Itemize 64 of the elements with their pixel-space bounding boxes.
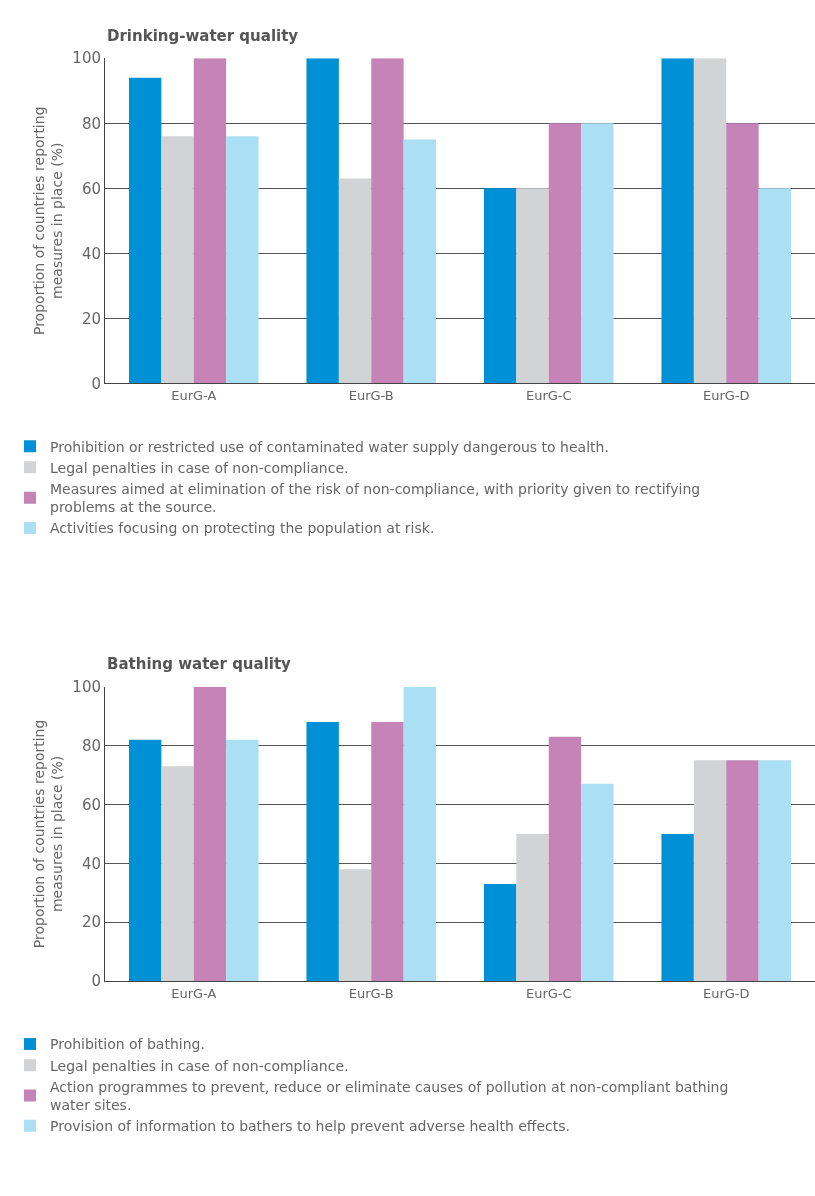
y-tick-label: 80 bbox=[81, 114, 101, 133]
bar bbox=[726, 123, 759, 384]
x-tick-label: EurG-B bbox=[348, 387, 394, 403]
bar bbox=[403, 686, 437, 982]
y-tick-label: 20 bbox=[81, 309, 101, 328]
y-tick-label: 20 bbox=[81, 913, 101, 932]
bar bbox=[226, 136, 259, 384]
x-tick-label: EurG-D bbox=[702, 985, 750, 1001]
x-tick-label: EurG-B bbox=[348, 985, 394, 1001]
bar bbox=[661, 833, 694, 982]
bar bbox=[193, 58, 227, 384]
bar bbox=[338, 178, 372, 384]
bar bbox=[193, 686, 227, 982]
x-tick-label: EurG-C bbox=[525, 387, 572, 403]
x-tick-label: EurG-A bbox=[171, 985, 217, 1001]
bar bbox=[128, 739, 162, 982]
bar bbox=[516, 188, 549, 384]
y-axis-title: Proportion of countries reporting measures in place (%) bbox=[30, 106, 65, 336]
legend-label: Measures aimed at elimination of the risk of non-compliance, with priority given to rectifying problems at the source. bbox=[50, 481, 701, 516]
bar bbox=[306, 58, 339, 384]
bar bbox=[516, 833, 549, 982]
bar bbox=[306, 721, 339, 982]
x-tick-label: EurG-D bbox=[702, 387, 750, 403]
y-tick-label: 100 bbox=[72, 49, 101, 68]
y-axis-title: Proportion of countries reporting measures in place (%) bbox=[30, 719, 65, 949]
legend-label: Provision of information to bathers to help prevent adverse health effects. bbox=[50, 1118, 571, 1135]
y-tick-label: 0 bbox=[91, 374, 101, 393]
bar bbox=[226, 739, 259, 982]
chart-title: Drinking-water quality bbox=[107, 27, 299, 45]
bar bbox=[371, 721, 404, 982]
y-tick-label: 60 bbox=[81, 179, 101, 198]
bar bbox=[548, 123, 582, 384]
bar bbox=[161, 136, 194, 384]
bar bbox=[483, 883, 517, 982]
y-tick-label: 80 bbox=[81, 736, 101, 755]
y-tick-label: 60 bbox=[81, 795, 101, 814]
y-tick-label: 40 bbox=[81, 244, 101, 263]
bar bbox=[338, 869, 372, 982]
bar bbox=[693, 58, 727, 384]
x-tick-label: EurG-A bbox=[171, 387, 217, 403]
legend-label: Legal penalties in case of non-compliance. bbox=[50, 1057, 349, 1074]
y-tick-label: 100 bbox=[72, 677, 101, 696]
legend-label: Legal penalties in case of non-compliance. bbox=[50, 459, 349, 476]
bar bbox=[661, 58, 694, 384]
bar bbox=[371, 58, 404, 384]
legend-label: Prohibition or restricted use of contaminated water supply dangerous to health. bbox=[50, 438, 609, 455]
bar bbox=[128, 77, 162, 384]
bar bbox=[161, 766, 194, 982]
bar bbox=[581, 123, 614, 384]
legend-label: Prohibition of bathing. bbox=[50, 1036, 205, 1053]
bar bbox=[693, 760, 727, 982]
bar bbox=[403, 139, 437, 384]
bar bbox=[548, 736, 582, 982]
legend-label: Action programmes to prevent, reduce or eliminate causes of pollution at non-compliant bathing water sites. bbox=[50, 1078, 729, 1114]
bar bbox=[726, 760, 759, 982]
legend-label: Activities focusing on protecting the population at risk. bbox=[50, 520, 435, 537]
y-tick-label: 0 bbox=[91, 972, 101, 991]
bar bbox=[758, 188, 792, 384]
bar bbox=[483, 188, 517, 384]
x-tick-label: EurG-C bbox=[525, 985, 572, 1001]
y-tick-label: 40 bbox=[81, 854, 101, 873]
bar bbox=[758, 760, 792, 982]
chart-title: Bathing water quality bbox=[107, 655, 292, 673]
bar bbox=[581, 783, 614, 982]
